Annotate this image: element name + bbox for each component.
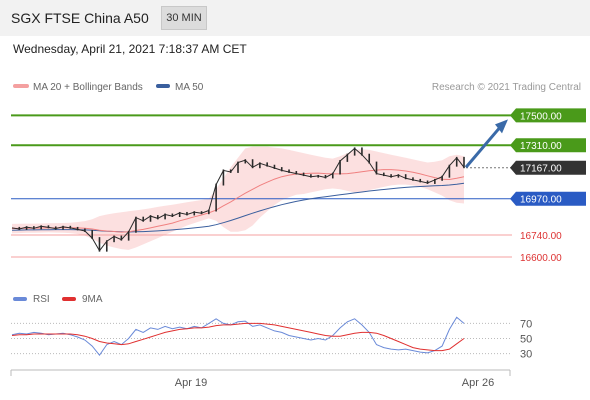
ma20-legend-label: MA 20 + Bollinger Bands — [33, 82, 143, 93]
level-badge-17167.00 — [510, 160, 586, 175]
x-tick-label-apr19: Apr 19 — [175, 377, 207, 389]
level-label-17500.00: 17500.00 — [520, 111, 562, 122]
rsi-ma-legend-swatch — [62, 297, 76, 301]
rsi-legend-label: RSI — [33, 294, 50, 305]
x-tick-label-apr26: Apr 26 — [462, 377, 494, 389]
ma20-legend-swatch — [13, 84, 29, 88]
rsi-line — [11, 316, 465, 357]
rsi-panel: 70 50 30 — [11, 316, 532, 361]
rsi-tick-label-70: 70 — [520, 318, 532, 330]
level-label-16740.00: 16740.00 — [520, 231, 562, 242]
ma20-line — [11, 169, 465, 233]
chart-header: SGX FTSE China A50 30 MIN — [0, 0, 590, 36]
rsi-ma-line — [11, 322, 465, 352]
price-line — [11, 147, 465, 252]
ma50-legend-label: MA 50 — [175, 82, 204, 93]
projection-arrow-shaft — [464, 126, 502, 169]
ma50-line — [11, 182, 465, 233]
timeframe-button[interactable]: 30 MIN — [161, 6, 207, 30]
projection-arrow-head — [495, 119, 508, 134]
rsi-ma-legend-label: 9MA — [82, 294, 103, 305]
price-lines-layer — [11, 147, 465, 252]
level-label-16600.00: 16600.00 — [520, 253, 562, 264]
research-credit: Research © 2021 Trading Central — [432, 82, 581, 93]
rsi-tick-label-30: 30 — [520, 349, 532, 361]
level-badge-16970.00 — [510, 191, 586, 206]
level-badge-17500.00 — [510, 108, 586, 123]
price-levels-layer — [11, 114, 512, 258]
level-label-16970.00: 16970.00 — [520, 195, 562, 206]
level-label-17167.00: 17167.00 — [520, 164, 562, 175]
ma50-legend-swatch — [156, 84, 170, 88]
level-labels-layer: 17500.00 17310.00 17167.00 16970.00 16740.00… — [510, 108, 586, 264]
rsi-legend-swatch — [13, 297, 27, 301]
level-label-17310.00: 17310.00 — [520, 141, 562, 152]
chart-datetime: Wednesday, April 21, 2021 7:18:37 AM CET — [13, 42, 247, 56]
rsi-tick-label-50: 50 — [520, 334, 532, 346]
level-badge-17310.00 — [510, 138, 586, 153]
projection-arrow-layer — [464, 119, 508, 169]
instrument-title: SGX FTSE China A50 — [11, 10, 149, 26]
